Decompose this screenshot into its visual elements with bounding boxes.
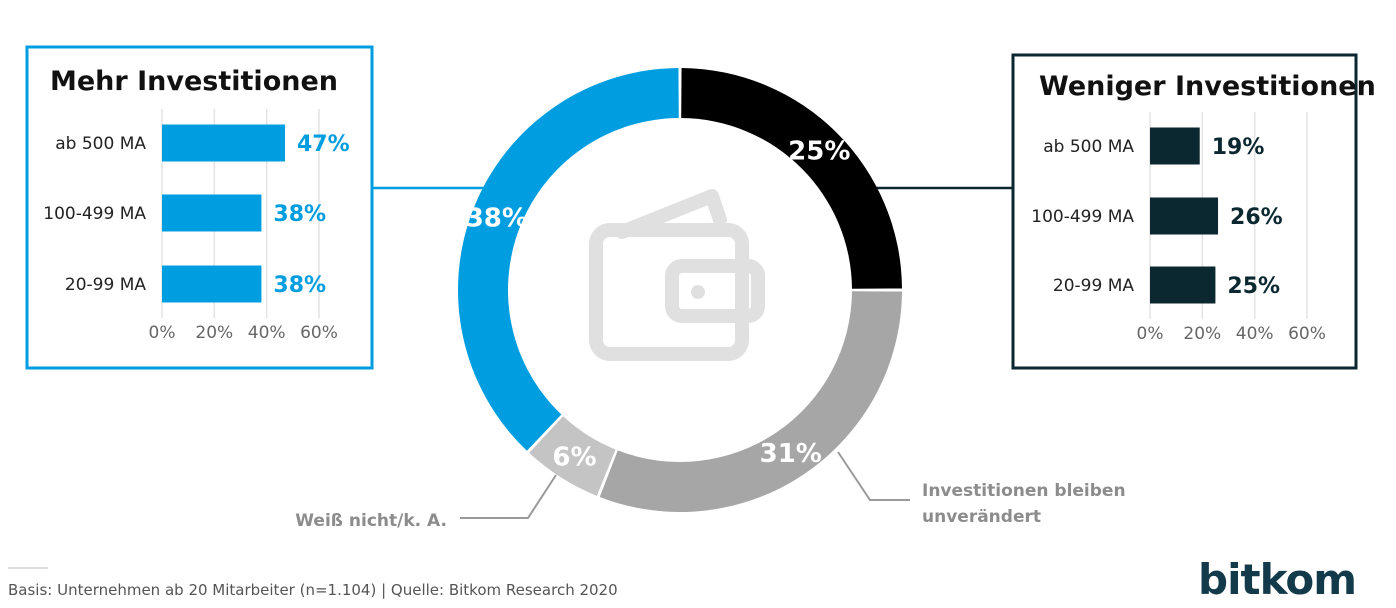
value-label: 38%	[273, 202, 326, 227]
value-label: 26%	[1230, 205, 1283, 230]
callout-unknown: Weiß nicht/k. A.	[295, 511, 447, 531]
donut-label-investitionen-bleiben-unverändert: 31%	[760, 439, 822, 469]
donut-slice-weiß-nicht-k-a	[529, 416, 616, 496]
value-label: 25%	[1227, 274, 1280, 299]
bar	[1150, 266, 1216, 304]
donut-chart: 25% 31% 6% 38%	[457, 68, 902, 512]
callout-line-unknown	[460, 474, 557, 519]
value-label: 47%	[297, 132, 350, 157]
value-label: 19%	[1212, 135, 1265, 160]
donut-slice-investitionen-bleiben-unverändert	[599, 291, 902, 512]
x-tick-label: 0%	[1137, 324, 1164, 344]
weniger-investitionen-title: Weniger Investitionen	[1039, 71, 1376, 102]
donut-label-weniger-investitionen: 25%	[788, 137, 850, 167]
category-label: 20-99 MA	[1053, 276, 1134, 296]
callout-line-unchanged	[837, 451, 910, 501]
bar	[162, 124, 285, 162]
callout-unchanged-line1: Investitionen bleiben	[922, 481, 1126, 501]
wallet-icon	[589, 189, 765, 361]
bar	[162, 265, 262, 303]
x-tick-label: 40%	[248, 323, 286, 343]
category-label: 100-499 MA	[1031, 207, 1134, 227]
bar	[162, 194, 262, 232]
bar	[1150, 197, 1219, 235]
x-tick-label: 60%	[1288, 324, 1326, 344]
x-tick-label: 40%	[1236, 324, 1274, 344]
category-label: ab 500 MA	[55, 134, 146, 154]
category-label: ab 500 MA	[1043, 137, 1134, 157]
mehr-investitionen-title: Mehr Investitionen	[50, 66, 338, 97]
wallet-clasp-dot	[691, 285, 705, 299]
mehr-investitionen-bar-chart: 0% 20% 40% 60% ab 500 MA 47% 100-499 MA 38% 20-9…	[43, 109, 350, 343]
donut-label-weiß-nicht-k-a: 6%	[552, 442, 596, 472]
x-tick-label: 20%	[195, 323, 233, 343]
weniger-investitionen-bar-chart: 0% 20% 40% 60% ab 500 MA 19% 100-499 MA 26% 20-9…	[1031, 112, 1326, 344]
donut-label-mehr-investitionen: 38%	[466, 203, 528, 233]
bitkom-logo: bitkom	[1198, 555, 1356, 604]
x-tick-label: 60%	[300, 323, 338, 343]
value-label: 38%	[273, 273, 326, 298]
x-tick-label: 0%	[149, 323, 176, 343]
bar	[1150, 127, 1200, 165]
callout-unchanged-line2: unverändert	[922, 507, 1041, 527]
donut-slice-weniger-investitionen	[681, 68, 902, 289]
x-tick-label: 20%	[1183, 324, 1221, 344]
donut-slice-mehr-investitionen	[457, 68, 679, 451]
footer-source: Basis: Unternehmen ab 20 Mitarbeiter (n=…	[8, 581, 618, 599]
category-label: 20-99 MA	[65, 275, 146, 295]
category-label: 100-499 MA	[43, 204, 146, 224]
